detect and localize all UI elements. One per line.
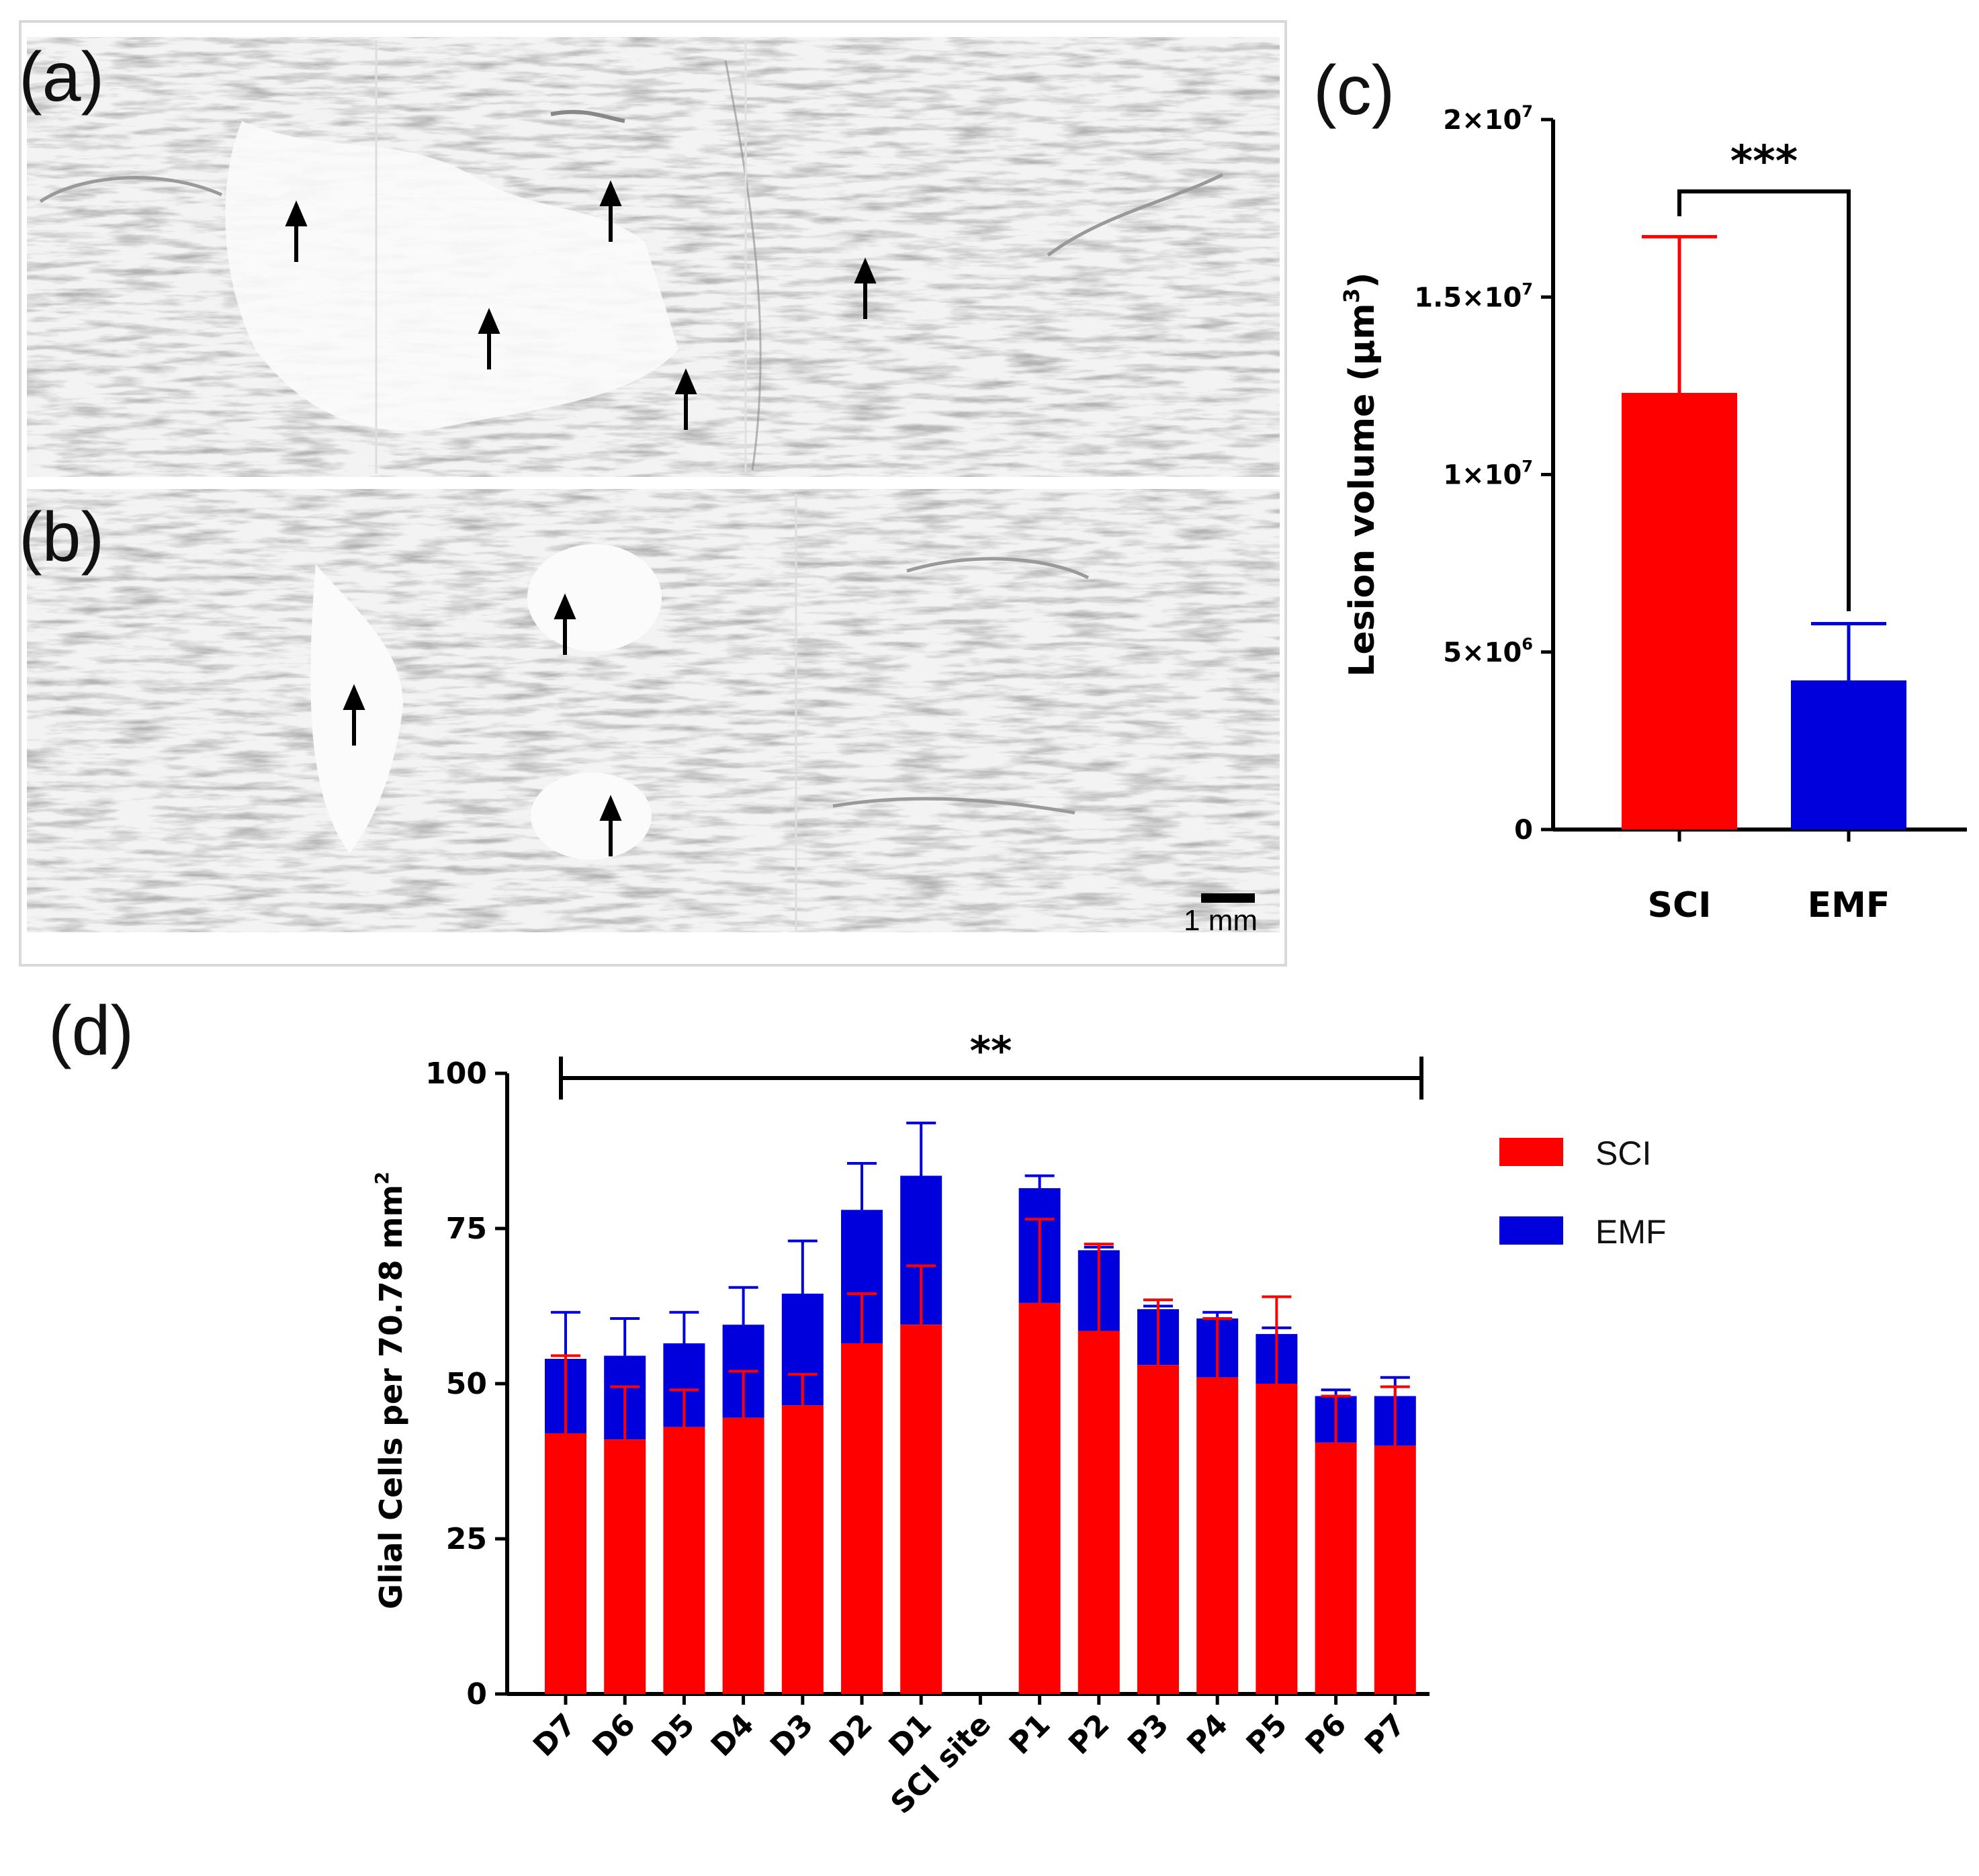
bar-d-sci-p7 [1374, 1445, 1416, 1694]
scale-bar: 1 mm [1184, 893, 1258, 937]
micrograph-frame [19, 20, 1287, 967]
panel-label-b: (b) [19, 498, 104, 576]
y-axis-label-c: Lesion volume (µm3) [1339, 272, 1382, 676]
lesion-arrows-b [343, 593, 622, 856]
bar-d-sci-p6 [1315, 1442, 1357, 1694]
y-tick-label-c: 5×106 [1443, 635, 1533, 668]
bar-d-sci-d4 [722, 1417, 764, 1694]
x-tick-label-d-p6: P6 [1299, 1707, 1354, 1762]
lesion-arrows-a [285, 180, 877, 430]
x-tick-label-d-p2: P2 [1062, 1707, 1116, 1762]
x-tick-label-d-d3: D3 [764, 1707, 820, 1764]
bar-c-emf [1791, 680, 1906, 830]
y-tick-label-c: 0 [1514, 815, 1533, 846]
y-tick-label-d: 100 [425, 1057, 487, 1091]
bar-d-sci-d3 [781, 1405, 824, 1694]
x-tick-label-d-d2: D2 [823, 1707, 879, 1764]
x-tick-label-d-p1: P1 [1003, 1707, 1057, 1762]
legend-label-sci: SCI [1595, 1134, 1651, 1172]
bar-d-sci-p4 [1196, 1377, 1239, 1694]
x-tick-label-d-p4: P4 [1180, 1707, 1235, 1762]
x-tick-label-c: SCI [1648, 885, 1712, 926]
bar-d-sci-d5 [663, 1427, 705, 1694]
x-tick-label-d-p7: P7 [1358, 1707, 1413, 1762]
y-tick-label-d: 0 [466, 1677, 487, 1711]
y-tick-label-c: 2×107 [1443, 102, 1533, 136]
x-tick-label-d-p5: P5 [1240, 1707, 1294, 1762]
bar-d-sci-d6 [604, 1439, 646, 1694]
x-tick-label-d-d4: D4 [705, 1707, 761, 1764]
bar-d-sci-p1 [1018, 1302, 1061, 1694]
significance-bracket-c [1677, 189, 1851, 611]
bar-d-sci-p3 [1137, 1365, 1179, 1694]
chart-c-lesion-volume: 0 5×106 1×107 1.5×107 2×107 Lesion volume (µm… [1339, 102, 1967, 926]
micrograph-a [27, 37, 1280, 477]
x-tick-label-d-d7: D7 [527, 1707, 583, 1764]
significance-label-c: *** [1730, 137, 1798, 187]
micrograph-b [27, 489, 1280, 932]
bar-d-sci-d1 [900, 1325, 942, 1694]
panel-label-a: (a) [19, 38, 104, 116]
legend-label-emf: EMF [1595, 1213, 1667, 1251]
x-tick-label-c: EMF [1808, 885, 1890, 926]
y-tick-label-d: 75 [446, 1212, 487, 1246]
panel-label-c: (c) [1313, 52, 1395, 130]
bar-d-sci-p2 [1078, 1331, 1120, 1694]
y-tick-label-c: 1×107 [1443, 457, 1533, 491]
panel-label-d: (d) [48, 992, 134, 1070]
x-tick-label-d-d5: D5 [646, 1707, 702, 1764]
x-tick-label-d-p3: P3 [1121, 1707, 1176, 1762]
bar-c-sci [1622, 392, 1737, 830]
significance-label-d: ** [970, 1028, 1012, 1075]
bar-d-sci-d2 [841, 1343, 883, 1694]
legend-swatch-emf [1499, 1216, 1563, 1245]
bar-d-sci-d7 [545, 1433, 586, 1694]
scale-bar-label: 1 mm [1184, 904, 1258, 937]
y-tick-label-d: 50 [446, 1367, 487, 1401]
y-tick-label-d: 25 [446, 1522, 487, 1556]
legend-swatch-sci [1499, 1138, 1563, 1166]
y-tick-label-c: 1.5×107 [1414, 279, 1533, 313]
y-axis-label-d: Glial Cells per 70.78 mm2 [371, 1171, 409, 1609]
x-tick-label-d-d6: D6 [586, 1707, 642, 1764]
bar-d-sci-p5 [1256, 1384, 1298, 1694]
